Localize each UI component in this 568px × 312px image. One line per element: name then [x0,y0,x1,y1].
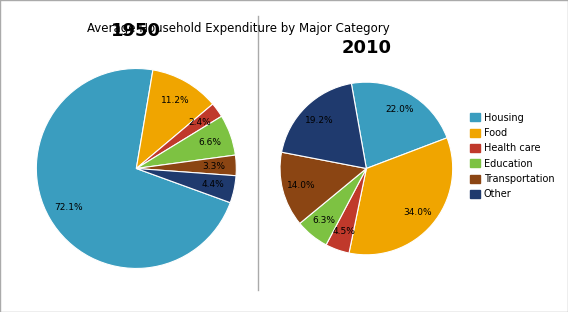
Wedge shape [136,70,213,168]
Text: 4.4%: 4.4% [201,180,224,189]
Text: 6.3%: 6.3% [312,216,335,225]
Text: 3.3%: 3.3% [203,162,225,171]
Text: 4.5%: 4.5% [332,227,355,236]
Text: 34.0%: 34.0% [403,207,432,217]
Text: 22.0%: 22.0% [385,105,414,115]
Wedge shape [36,69,230,268]
Text: 11.2%: 11.2% [161,96,189,105]
Wedge shape [136,168,236,203]
Wedge shape [136,104,222,168]
Wedge shape [282,83,366,168]
Text: 6.6%: 6.6% [198,138,222,147]
Text: 2.4%: 2.4% [188,118,211,127]
Title: 2010: 2010 [341,39,391,57]
Text: 14.0%: 14.0% [287,181,315,190]
Title: 1950: 1950 [111,22,161,40]
Wedge shape [352,82,447,168]
Wedge shape [349,138,453,255]
Text: Average Household Expenditure by Major Category: Average Household Expenditure by Major C… [87,22,390,35]
Legend: Housing, Food, Health care, Education, Transportation, Other: Housing, Food, Health care, Education, T… [467,110,557,202]
Wedge shape [280,152,366,223]
Text: 72.1%: 72.1% [55,203,83,212]
Text: 19.2%: 19.2% [305,116,333,125]
Wedge shape [326,168,366,253]
Wedge shape [136,155,236,176]
Wedge shape [136,116,235,168]
Wedge shape [300,168,366,245]
